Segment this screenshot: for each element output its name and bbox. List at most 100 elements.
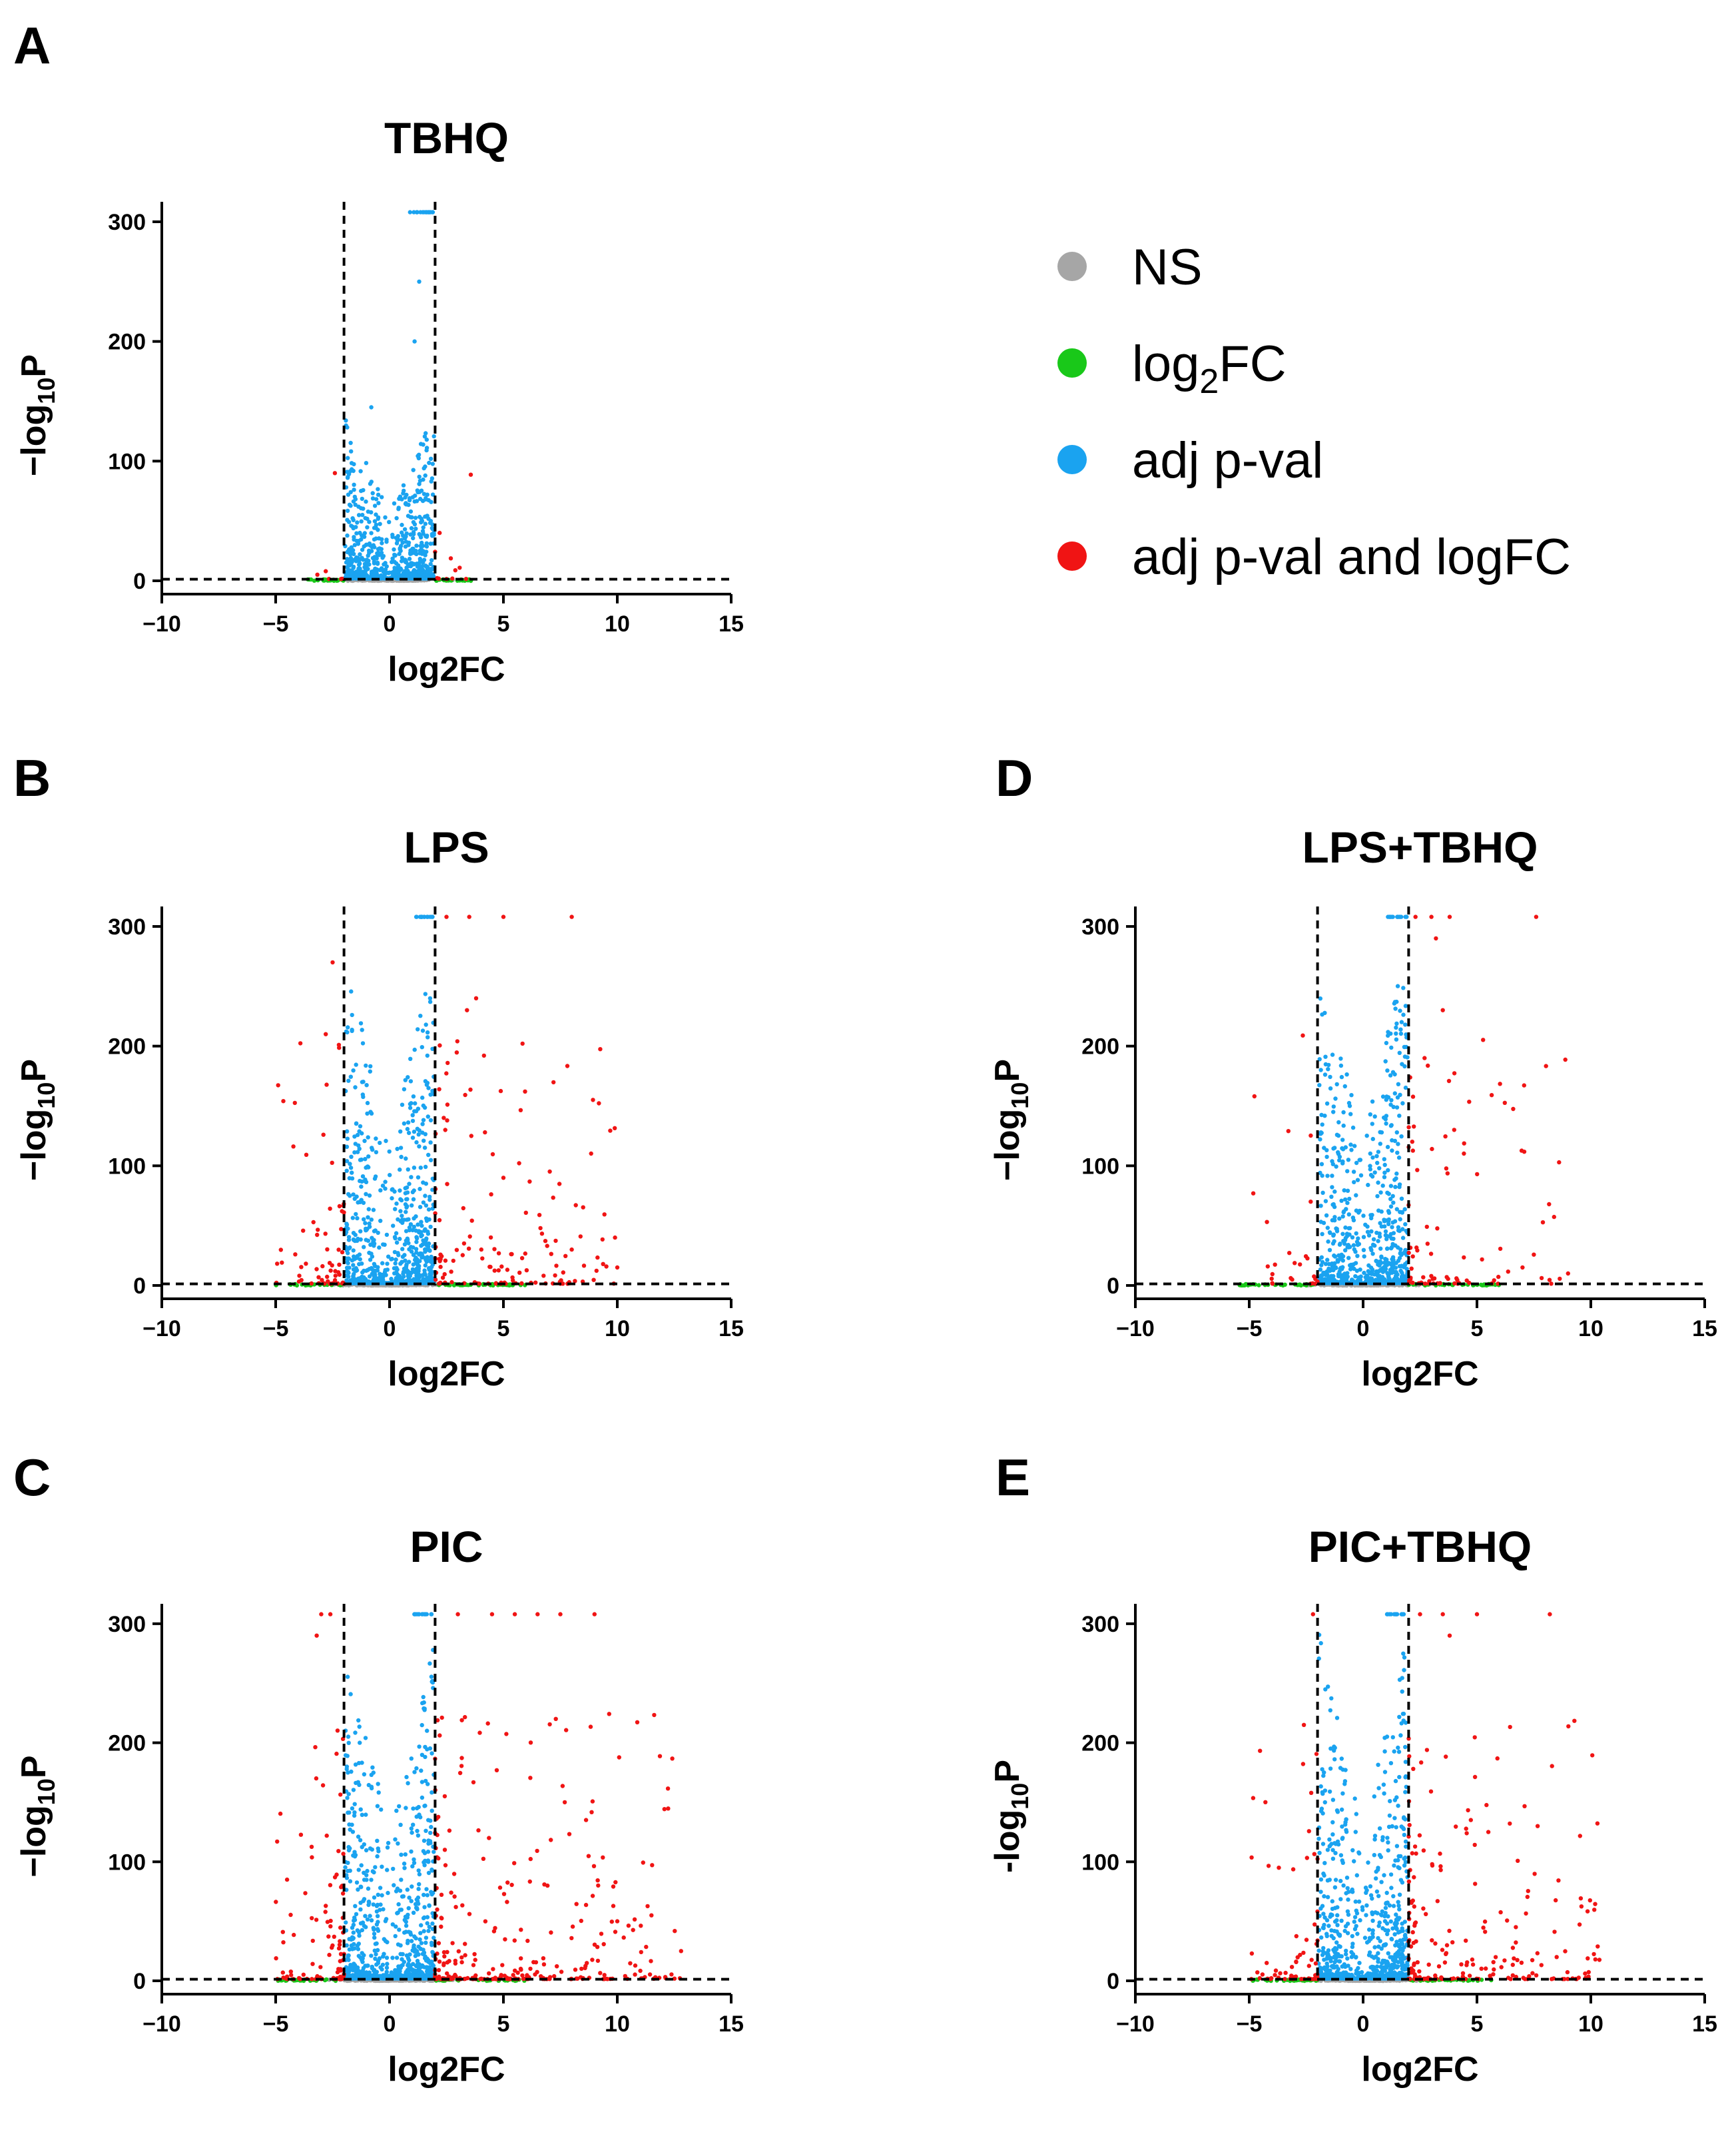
data-point [429,1254,434,1259]
data-point [360,547,365,552]
data-point [431,573,436,579]
data-point [405,1190,410,1195]
data-point [430,914,434,919]
data-point [373,1865,378,1870]
data-point [360,1131,364,1136]
data-point [362,1878,367,1882]
panel-title: LPS+TBHQ [1302,823,1538,872]
data-point [489,1192,493,1197]
data-point [374,536,378,541]
data-point [432,1850,436,1854]
data-point [411,1910,416,1915]
data-point [469,1134,473,1138]
data-point [405,1126,410,1132]
data-point [412,339,417,344]
data-point [411,535,416,541]
data-point [362,1138,367,1144]
data-point [356,1942,361,1946]
data-point [613,1880,618,1885]
data-point [591,1864,597,1868]
data-point [424,534,430,539]
data-point [371,1770,376,1775]
data-point [330,1160,334,1166]
data-point [274,1900,278,1904]
data-point [395,1971,400,1975]
data-point [334,1751,339,1756]
data-point [505,1267,510,1272]
data-point [352,488,356,492]
data-point [410,1136,416,1140]
data-point [421,1849,426,1854]
data-point [413,516,418,520]
data-point [437,1087,441,1092]
data-point [414,1140,419,1145]
data-point [665,1786,671,1791]
data-point [1371,1237,1376,1242]
data-point [430,1808,434,1813]
data-point [387,520,392,524]
data-point [369,405,374,410]
data-point [549,1838,553,1842]
data-point [581,1263,587,1268]
data-point [395,1146,400,1152]
data-point [459,1718,464,1722]
data-point [416,1965,421,1970]
data-point [670,1756,675,1761]
data-point [360,1041,366,1046]
data-point [423,1754,428,1760]
data-point [527,1879,532,1884]
data-point [276,1083,280,1088]
data-point [340,1891,346,1896]
data-point [450,1941,455,1946]
data-point [412,1188,416,1193]
data-point [324,1082,329,1087]
data-point [424,1828,428,1833]
data-point [402,1960,406,1964]
data-point [404,1205,409,1210]
data-point [439,1924,443,1929]
data-point [351,1068,356,1073]
data-point [384,1232,390,1238]
data-point [476,1828,481,1833]
data-point [395,1267,400,1272]
data-point [372,1870,376,1875]
data-point [421,442,426,447]
data-point [424,431,428,436]
data-point [498,1088,503,1094]
data-point [1393,1184,1398,1190]
data-point [381,553,386,559]
data-point [426,1207,432,1212]
data-point [601,1942,606,1947]
data-point [598,1971,603,1975]
data-point [437,530,442,535]
data-point [345,476,350,480]
data-point [328,1206,332,1211]
data-point [423,1164,428,1170]
data-point [280,1260,284,1265]
data-point [545,1244,549,1248]
data-point [525,1938,530,1944]
data-point [343,1865,348,1870]
data-point [336,1247,341,1252]
data-point [372,1927,376,1932]
data-point [420,1952,426,1956]
data-point [355,520,360,525]
data-point [407,1247,412,1251]
data-point [345,1674,350,1679]
data-point [510,1275,515,1280]
data-point [547,1975,553,1979]
data-point [438,1264,443,1269]
data-point [426,1960,431,1964]
data-point [398,1209,403,1214]
data-point [1324,1154,1329,1160]
data-point [378,1886,383,1890]
x-tick-label: 10 [605,611,630,637]
data-point [414,1255,418,1260]
data-point [442,1271,447,1277]
data-point [416,1269,421,1273]
data-point [559,1969,564,1974]
data-point [327,1952,332,1958]
data-point [338,1939,342,1944]
data-point [428,1158,434,1163]
data-point [354,531,359,535]
